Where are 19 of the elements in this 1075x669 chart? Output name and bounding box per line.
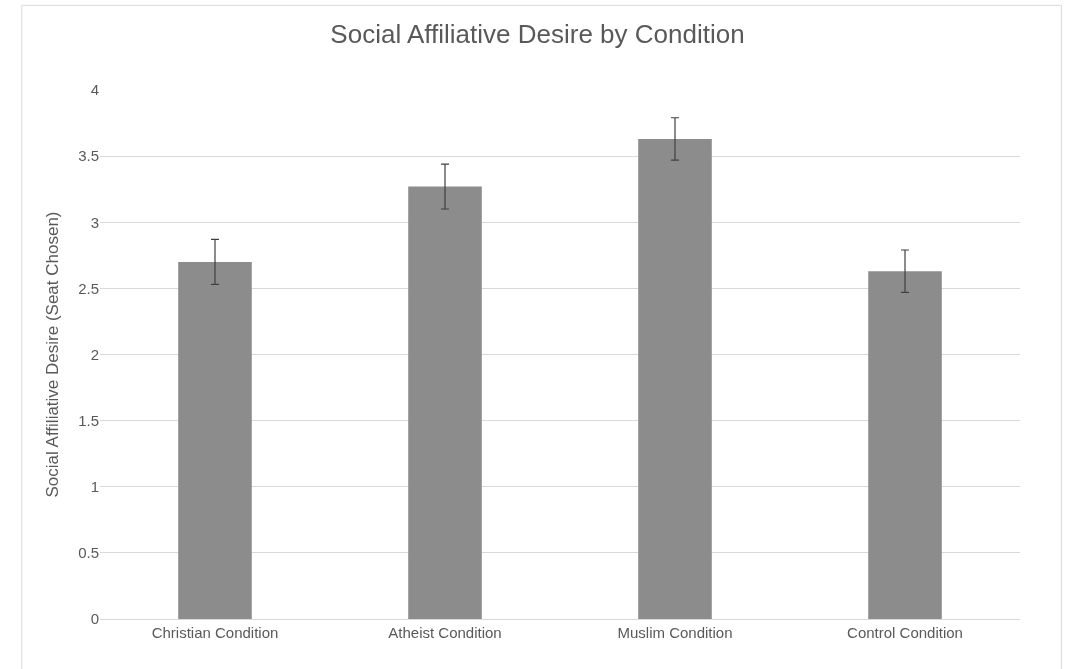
y-tick-label: 1 — [90, 478, 99, 495]
y-tick-label: 0 — [90, 610, 99, 628]
y-tick-label: 0.5 — [78, 544, 99, 562]
y-tick-label: 2 — [90, 345, 99, 363]
x-tick-label: Christian Condition — [151, 624, 279, 641]
y-tick-label: 4 — [90, 81, 99, 99]
bar — [408, 186, 482, 619]
x-tick-label: Control Condition — [847, 624, 963, 641]
y-tick-label: 2.5 — [78, 279, 99, 297]
x-tick-label: Muslim Condition — [617, 624, 733, 641]
y-tick-label: 3 — [90, 213, 99, 231]
bar — [638, 138, 712, 619]
bar — [868, 271, 942, 619]
x-tick-label: Atheist Condition — [388, 624, 502, 641]
y-tick-label: 1.5 — [78, 411, 99, 429]
chart-title: Social Affiliative Desire by Condition — [330, 18, 745, 49]
y-tick-label: 3.5 — [78, 147, 99, 165]
y-axis-title: Social Affiliative Desire (Seat Chosen) — [42, 211, 62, 498]
bar — [178, 261, 252, 619]
